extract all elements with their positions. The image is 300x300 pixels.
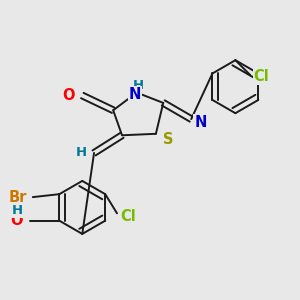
Text: S: S: [163, 132, 174, 147]
Text: Cl: Cl: [120, 209, 136, 224]
Text: O: O: [10, 213, 22, 228]
Text: O: O: [62, 88, 75, 103]
Text: N: N: [129, 87, 142, 102]
Text: N: N: [194, 115, 206, 130]
Text: H: H: [76, 146, 87, 159]
Text: H: H: [133, 79, 144, 92]
Text: Br: Br: [9, 190, 27, 205]
Text: H: H: [11, 204, 22, 217]
Text: Cl: Cl: [254, 69, 269, 84]
